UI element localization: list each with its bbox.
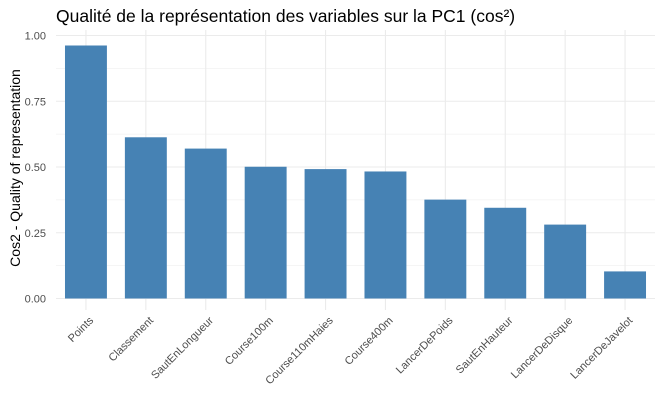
x-tick-label: SautEnHauteur — [454, 314, 516, 376]
x-tick-label: Course100m — [223, 315, 276, 368]
bar-lancerdedisque — [544, 224, 587, 299]
bar-classement — [124, 137, 167, 299]
bar-lancerdepoids — [424, 199, 467, 299]
y-tick-label: 0.00 — [25, 294, 46, 306]
x-tick-label: Points — [66, 314, 96, 344]
y-tick-label: 0.75 — [25, 96, 46, 108]
x-tick-label: Classement — [107, 315, 157, 365]
bar-course400m — [364, 171, 407, 299]
bar-course110mhaies — [304, 169, 347, 299]
x-tick-label: SautEnLongueur — [149, 314, 216, 381]
bar-course100m — [244, 166, 287, 299]
y-tick-label: 0.50 — [25, 162, 46, 174]
bars — [64, 45, 647, 299]
bar-lancerdejavelot — [604, 271, 647, 299]
x-tick-label: Course110mHaies — [263, 314, 336, 387]
chart-title: Qualité de la représentation des variabl… — [56, 6, 516, 26]
x-tick-label: Course400m — [343, 315, 396, 368]
y-axis-ticks: 0.00 0.25 0.50 0.75 1.00 — [25, 31, 46, 306]
y-axis-title: Cos2 - Quality of representation — [7, 69, 23, 267]
bar-sautenhauteur — [484, 207, 527, 299]
bar-points — [64, 45, 107, 299]
y-tick-label: 1.00 — [25, 31, 46, 43]
bar-sautenlongueur — [184, 148, 227, 299]
x-tick-label: LancerDePoids — [394, 314, 456, 376]
x-tick-label: LancerDeDisque — [509, 315, 575, 381]
y-tick-label: 0.25 — [25, 228, 46, 240]
x-tick-label: LancerDeJavelot — [568, 315, 635, 382]
